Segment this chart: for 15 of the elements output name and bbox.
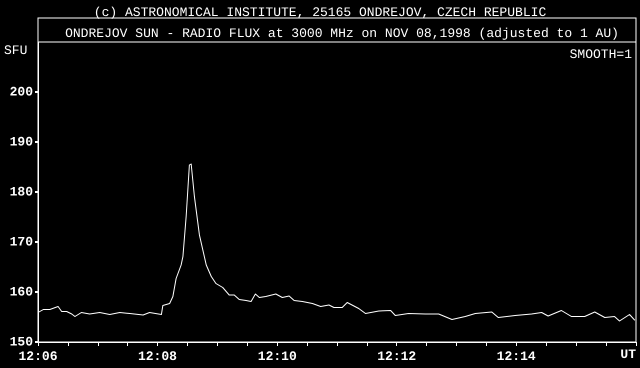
y-tick-label: 160	[10, 284, 34, 300]
x-tick-label: 12:12	[377, 349, 416, 364]
y-tick-label: 170	[10, 234, 34, 250]
x-tick-label: 12:14	[496, 349, 536, 364]
chart-title: ONDREJOV SUN - RADIO FLUX at 3000 MHz on NOV 08,1998 (adjusted to 1 AU)	[65, 26, 619, 41]
x-axis-title: UT	[620, 347, 636, 362]
x-tick-label: 12:08	[138, 349, 178, 364]
annotation: SMOOTH=1	[570, 47, 632, 62]
y-tick-label: 150	[10, 334, 34, 350]
y-tick-label: 200	[10, 84, 34, 100]
y-tick-label: 180	[10, 184, 34, 200]
y-axis-title: SFU	[4, 43, 28, 58]
y-tick-label: 190	[10, 134, 34, 150]
x-tick-label: 12:10	[258, 349, 297, 364]
x-tick-label: 12:06	[18, 349, 58, 364]
